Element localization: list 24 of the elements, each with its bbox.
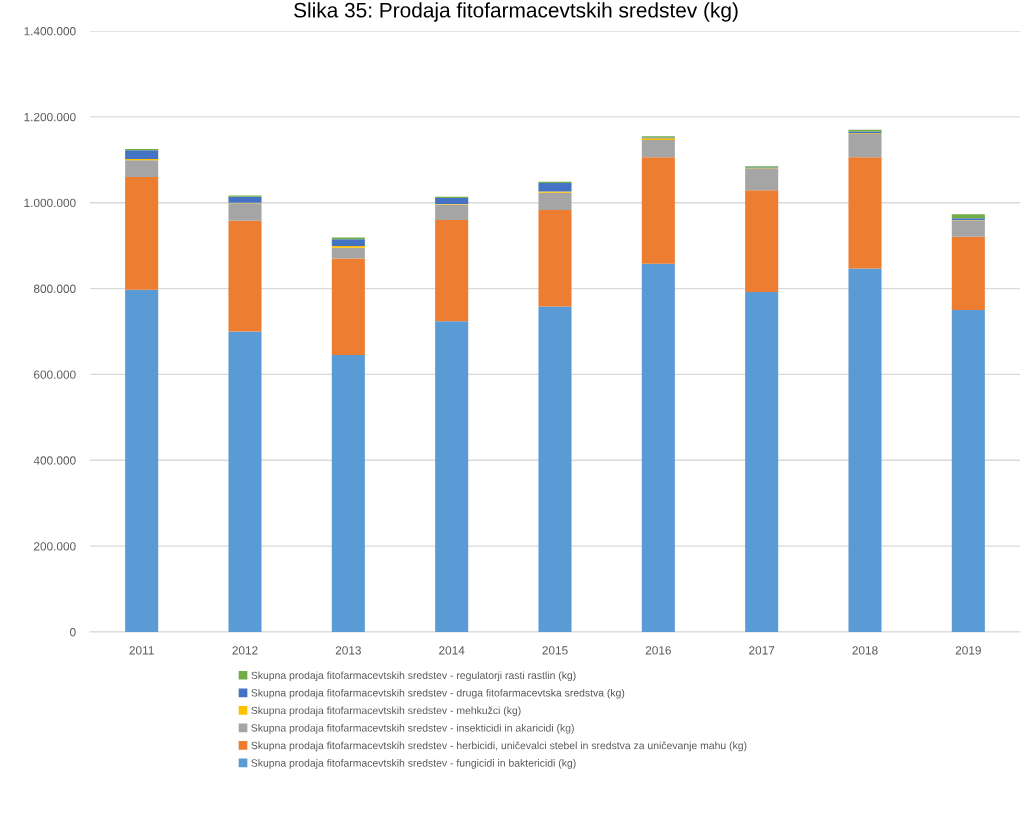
y-tick-label: 800.000 xyxy=(33,284,76,293)
x-tick-label: 2017 xyxy=(749,646,775,655)
x-tick-label: 2019 xyxy=(955,646,981,655)
y-tick-label: 600.000 xyxy=(34,370,76,379)
y-tick-label: 0 xyxy=(70,628,76,637)
x-tick-label: 2012 xyxy=(232,646,258,655)
legend-label: Skupna prodaja fitofarmacevtskih sredstev - insekticidi in akaricidi (kg) xyxy=(251,723,574,734)
y-tick-label: 1.400.000 xyxy=(24,27,76,36)
y-tick-label: 200.000 xyxy=(34,542,76,551)
x-tick-label: 2018 xyxy=(852,646,878,655)
legend-label: Skupna prodaja fitofarmacevtskih sredstev - regulatorji rasti rastlin (kg) xyxy=(251,671,576,682)
x-tick-label: 2016 xyxy=(645,646,671,655)
chart-title: Slika 35: Prodaja fitofarmacevtskih sredstev (kg) xyxy=(294,2,738,22)
legend-label: Skupna prodaja fitofarmacevtskih sredstev - druga fitofarmacevtska sredstva (kg) xyxy=(251,688,625,699)
y-tick-label: 1.000.000 xyxy=(24,198,76,208)
legend-label: Skupna prodaja fitofarmacevtskih sredstev - fungicidi in baktericidi (kg) xyxy=(251,759,576,769)
y-tick-label: 1.200.000 xyxy=(24,112,76,122)
legend-label: Skupna prodaja fitofarmacevtskih sredstev - mehkužci (kg) xyxy=(251,706,521,717)
legend-label: Skupna prodaja fitofarmacevtskih sredstev - herbicidi, uničevalci stebel in sredstva za uničevanje mahu (kg) xyxy=(251,741,747,752)
x-tick-label: 2013 xyxy=(335,646,361,655)
x-tick-label: 2011 xyxy=(129,646,154,655)
x-tick-label: 2014 xyxy=(439,646,465,655)
y-tick-label: 400.000 xyxy=(33,456,76,465)
x-tick-label: 2015 xyxy=(542,646,568,655)
